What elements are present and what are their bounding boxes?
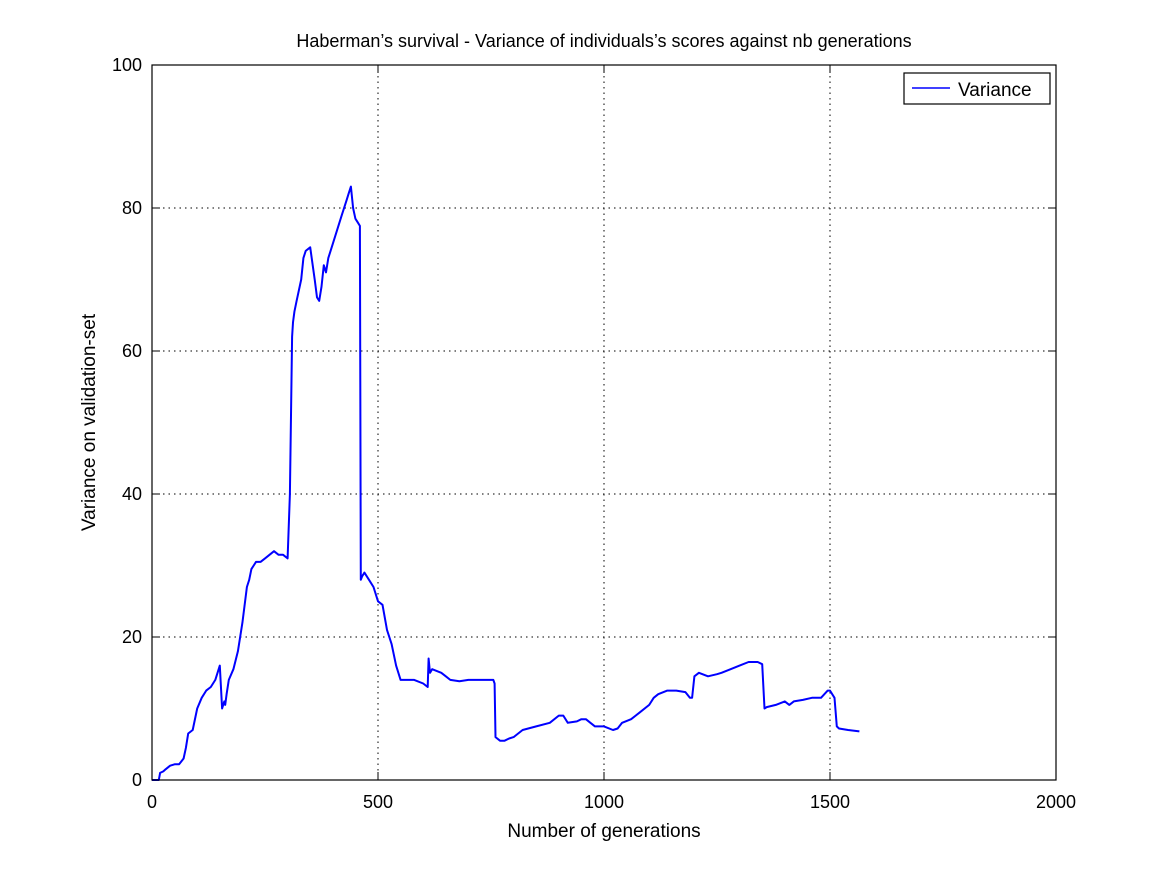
legend: Variance bbox=[903, 72, 1051, 105]
x-tick-label: 1000 bbox=[584, 792, 624, 812]
series-layer bbox=[152, 185, 860, 781]
y-tick-label: 20 bbox=[122, 627, 142, 647]
x-tick-label: 1500 bbox=[810, 792, 850, 812]
y-tick-label: 0 bbox=[132, 770, 142, 790]
series-line-variance bbox=[152, 185, 860, 781]
y-tick-label: 100 bbox=[112, 55, 142, 75]
grid-layer bbox=[152, 65, 1056, 780]
x-tick-label: 500 bbox=[363, 792, 393, 812]
legend-label-variance: Variance bbox=[958, 80, 1032, 101]
x-tick-label: 0 bbox=[147, 792, 157, 812]
y-tick-label: 60 bbox=[122, 341, 142, 361]
y-axis-title: Variance on validation-set bbox=[79, 313, 100, 531]
x-axis-title: Number of generations bbox=[507, 821, 700, 842]
y-tick-label: 80 bbox=[122, 198, 142, 218]
x-tick-label: 2000 bbox=[1036, 792, 1076, 812]
chart-title: Haberman’s survival - Variance of indivi… bbox=[296, 31, 911, 51]
tick-layer: 0 500 1000 1500 2000 0 20 40 60 80 100 bbox=[112, 55, 1076, 812]
y-tick-label: 40 bbox=[122, 484, 142, 504]
